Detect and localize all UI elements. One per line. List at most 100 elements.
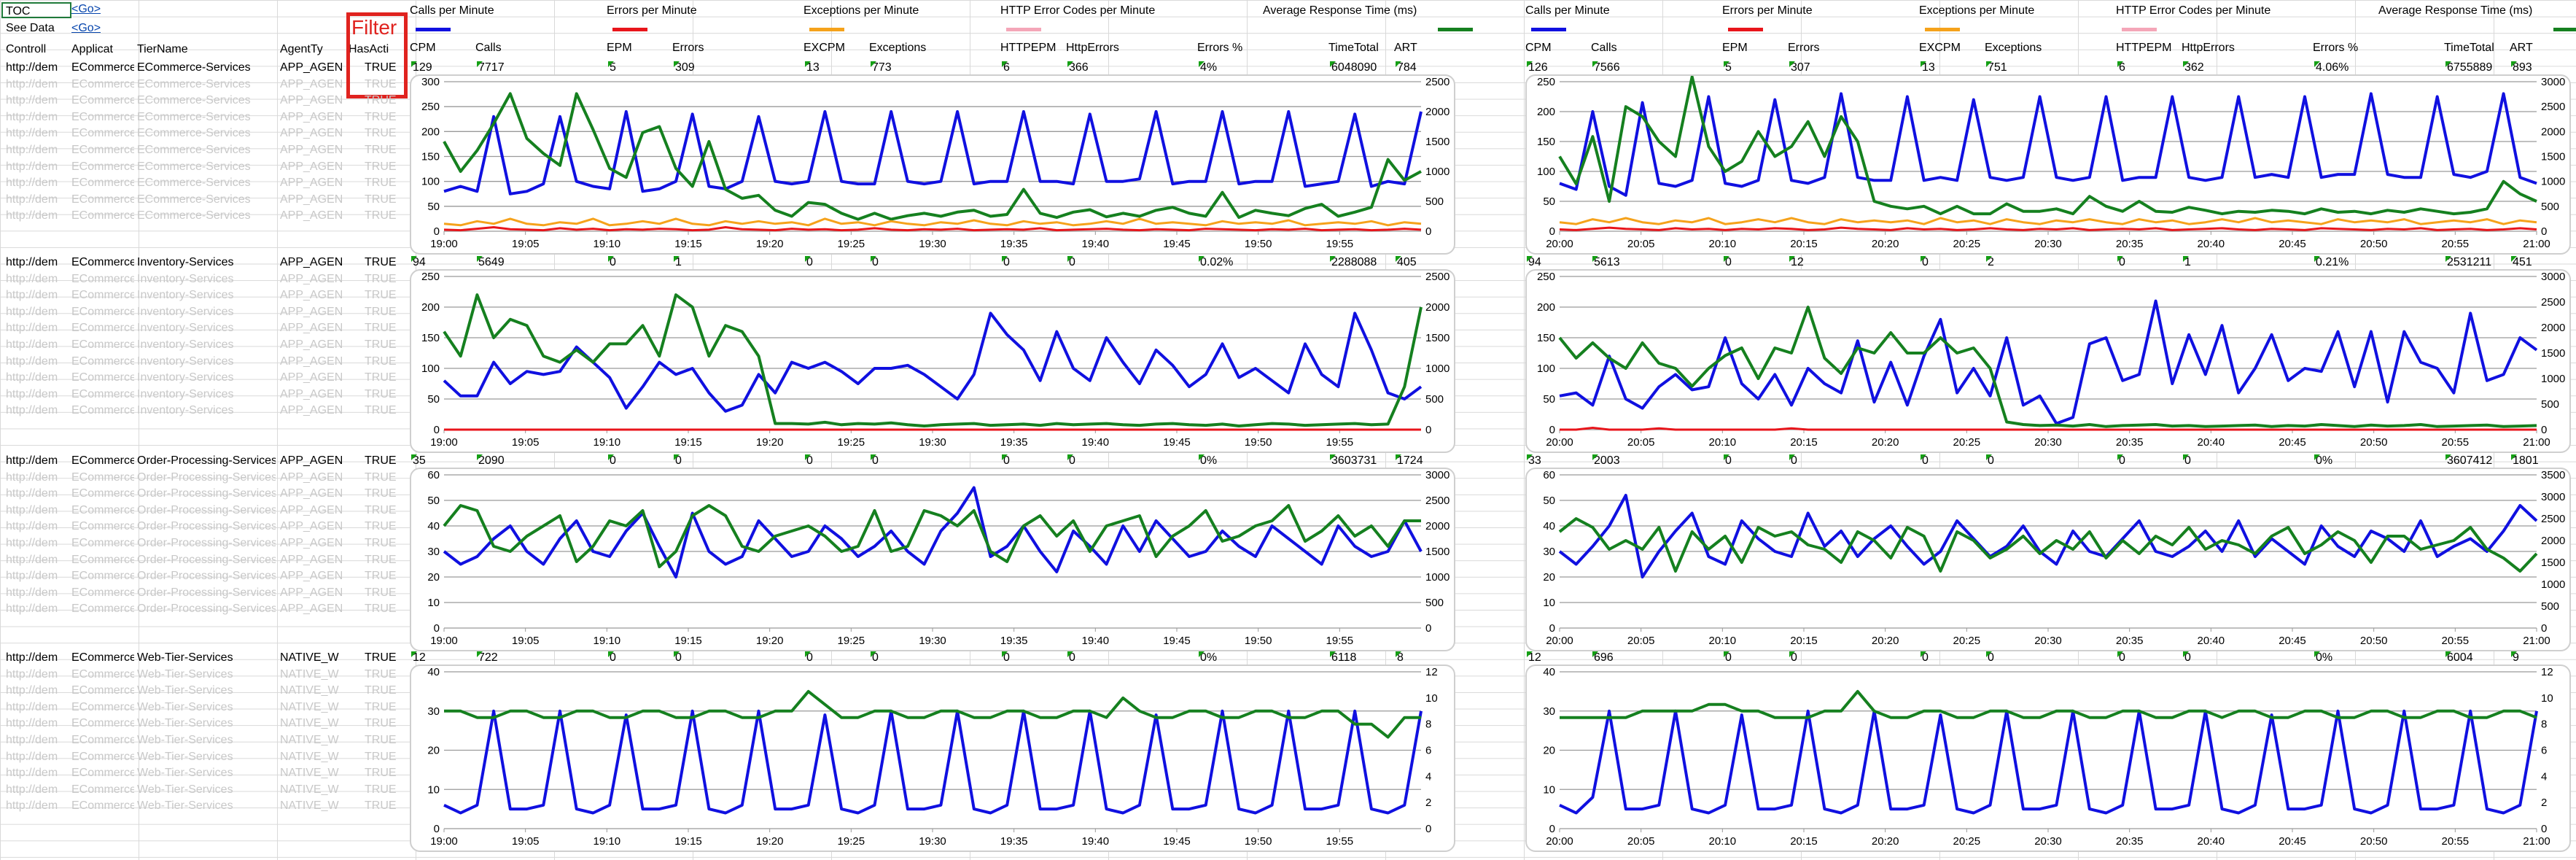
x-tick-label: 19:25 — [838, 835, 865, 848]
cell-flag — [2117, 61, 2123, 67]
y2-tick-label: 1000 — [2541, 373, 2565, 385]
metric-value: 0 — [1069, 651, 1075, 664]
see-data-go-link[interactable]: <Go> — [71, 22, 101, 34]
filter-label: Filter — [351, 16, 397, 39]
tier-cell-faded: Inventory-Services — [137, 404, 234, 417]
tier-cell: APP_AGEN — [280, 256, 343, 268]
tier-cell[interactable]: ECommerce — [71, 454, 134, 467]
x-tick-label: 19:55 — [1326, 238, 1354, 250]
x-tick-label: 19:35 — [1000, 835, 1028, 848]
series-line-art — [443, 92, 1422, 221]
y-tick-label: 150 — [1537, 136, 1555, 148]
cell-flag — [1986, 61, 1992, 67]
tier-cell[interactable]: ECommerce — [71, 256, 134, 268]
filter-highlight-box[interactable] — [346, 12, 408, 98]
tier-cell-faded: Web-Tier-Services — [137, 734, 233, 746]
tier-cell-faded: Order-Processing-Services — [137, 586, 276, 599]
tier-cell[interactable]: Inventory-Services — [137, 256, 234, 268]
metric-subcol-header: Errors — [1788, 42, 1820, 54]
metric-value: 2531211 — [2447, 256, 2492, 268]
tier-cell-faded: APP_AGEN — [280, 177, 343, 190]
chart-panel-web-left: 0 10 20 30 40 0 2 4 6 8 10 12 19:00 19:05 19:10 19:15 19… — [410, 665, 1455, 852]
tier-cell-faded: TRUE — [365, 717, 397, 730]
cell-flag — [411, 454, 417, 460]
x-tick-label: 20:20 — [1872, 635, 1899, 647]
tier-cell-faded: APP_AGEN — [280, 144, 343, 156]
x-tick-label: 19:30 — [919, 635, 946, 647]
series-line-art — [1558, 75, 2537, 216]
tier-cell[interactable]: ECommerce-Services — [137, 61, 251, 74]
series-line-cpm — [443, 709, 1423, 815]
tier-cell[interactable]: http://dem — [6, 256, 58, 268]
cell-flag — [1986, 256, 1992, 262]
x-tick-label: 20:45 — [2279, 238, 2306, 250]
tier-cell-faded: ECommerce — [71, 700, 134, 713]
legend-swatch-cpm — [416, 28, 451, 31]
tier-cell-faded: Web-Tier-Services — [137, 667, 233, 681]
tier-cell[interactable]: ECommerce — [71, 651, 134, 664]
metric-subcol-header: Exceptions — [1985, 42, 2042, 54]
tier-cell-faded: TRUE — [365, 537, 397, 549]
tier-cell-faded: APP_AGEN — [280, 355, 343, 368]
tier-cell[interactable]: Web-Tier-Services — [137, 651, 233, 664]
cell-flag — [1199, 61, 1205, 67]
tier-cell-faded: APP_AGEN — [280, 603, 343, 616]
metric-value: 5613 — [1594, 256, 1620, 268]
tier-cell-faded: TRUE — [365, 586, 397, 599]
metric-subcol-header: HttpErrors — [2182, 42, 2235, 54]
y2-tick-label: 2000 — [2541, 322, 2565, 334]
y-tick-label: 10 — [427, 783, 440, 796]
y-tick-label: 50 — [1543, 495, 1555, 507]
y2-tick-label: 3000 — [1425, 469, 1450, 481]
tier-cell-faded: Order-Processing-Services — [137, 503, 276, 516]
tier-cell[interactable]: Order-Processing-Services — [137, 454, 276, 467]
tier-cell-faded: TRUE — [365, 404, 397, 417]
metric-value: 8 — [1397, 651, 1404, 664]
metric-value: 0.21% — [2316, 256, 2349, 268]
col-header-agenttype[interactable]: AgentTy — [280, 43, 323, 55]
tier-cell-faded: Order-Processing-Services — [137, 537, 276, 549]
x-tick-label: 20:40 — [2198, 238, 2225, 250]
x-tick-label: 21:00 — [2523, 635, 2550, 647]
y-tick-label: 40 — [1543, 666, 1555, 678]
tier-cell[interactable]: http://dem — [6, 651, 58, 664]
col-header-hasactivity[interactable]: HasActi — [349, 43, 389, 55]
cell-flag — [1592, 454, 1598, 460]
y2-tick-label: 8 — [1425, 718, 1431, 731]
cell-flag — [2183, 454, 2189, 460]
y2-tick-label: 2000 — [2541, 125, 2565, 138]
cell-flag — [1789, 61, 1795, 67]
col-header-controller[interactable]: Controll — [6, 43, 47, 55]
cell-flag — [1002, 454, 1008, 460]
y-tick-label: 0 — [434, 622, 440, 635]
chart-svg: 0 50 100 150 200 250 300 0 500 1000 1500 2000 2500 19… — [421, 76, 1450, 250]
y-tick-label: 50 — [427, 495, 440, 507]
metric-value: 0 — [1003, 651, 1010, 664]
cell-flag — [411, 61, 417, 67]
y2-tick-label: 1500 — [2541, 347, 2565, 360]
tier-cell-faded: APP_AGEN — [280, 470, 343, 484]
tier-cell-faded: TRUE — [365, 272, 397, 285]
y-tick-label: 0 — [434, 424, 440, 436]
col-header-application[interactable]: Applicat — [71, 43, 113, 55]
tier-cell-faded: http://dem — [6, 586, 58, 599]
cell-flag — [1002, 61, 1008, 67]
x-tick-label: 21:00 — [2523, 238, 2550, 250]
x-tick-label: 19:20 — [756, 436, 784, 449]
toc-cell[interactable]: TOC — [1, 2, 71, 18]
tier-cell-faded: ECommerce — [71, 322, 134, 335]
x-tick-label: 20:55 — [2442, 238, 2470, 250]
x-tick-label: 20:05 — [1627, 238, 1655, 250]
go-link[interactable]: <Go> — [71, 3, 101, 15]
tier-cell-faded: http://dem — [6, 177, 58, 190]
y2-tick-label: 0 — [1425, 823, 1431, 835]
cell-flag — [1199, 454, 1205, 460]
cell-flag — [608, 61, 614, 67]
metric-value: 6 — [2119, 61, 2125, 74]
tier-cell[interactable]: http://dem — [6, 454, 58, 467]
col-header-tiername[interactable]: TierName — [137, 43, 188, 55]
tier-cell-faded: TRUE — [365, 338, 397, 351]
y-tick-label: 30 — [427, 705, 440, 718]
tier-cell[interactable]: http://dem — [6, 61, 58, 74]
tier-cell[interactable]: ECommerce — [71, 61, 134, 74]
